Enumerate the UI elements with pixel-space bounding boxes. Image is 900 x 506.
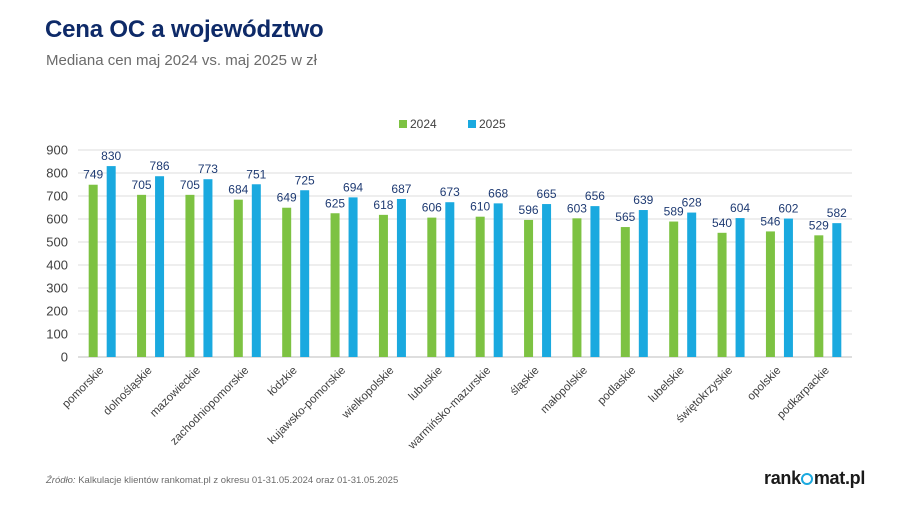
y-tick-label: 200 bbox=[46, 304, 68, 319]
bar-2024-7 bbox=[378, 214, 388, 357]
data-label-2025-7: 687 bbox=[391, 182, 411, 196]
bar-2024-9 bbox=[475, 216, 485, 357]
y-tick-label: 700 bbox=[46, 189, 68, 204]
chart-title: Cena OC a województwo bbox=[45, 16, 324, 43]
bar-2024-4 bbox=[233, 199, 243, 357]
x-category-label: podkarpackie bbox=[775, 365, 832, 422]
bar-2024-14 bbox=[717, 232, 727, 357]
data-label-2025-3: 773 bbox=[198, 162, 218, 176]
bar-2024-8 bbox=[427, 217, 437, 357]
data-label-2025-8: 673 bbox=[440, 185, 460, 199]
data-label-2024-6: 625 bbox=[325, 196, 345, 210]
bar-2024-12 bbox=[620, 227, 630, 357]
x-category-label: dolnośląskie bbox=[101, 365, 154, 418]
bar-2025-7 bbox=[396, 198, 406, 357]
data-label-2025-16: 582 bbox=[827, 206, 847, 220]
bar-2024-1 bbox=[88, 184, 98, 357]
data-label-2025-5: 725 bbox=[295, 173, 315, 187]
data-label-2024-5: 649 bbox=[277, 191, 297, 205]
bar-2025-12 bbox=[638, 210, 648, 357]
x-category-label: podlaskie bbox=[596, 365, 639, 408]
data-label-2025-4: 751 bbox=[246, 167, 266, 181]
legend-swatch-2024 bbox=[399, 120, 407, 128]
data-label-2025-1: 830 bbox=[101, 149, 121, 163]
data-label-2025-13: 628 bbox=[682, 196, 702, 210]
data-label-2025-15: 602 bbox=[778, 202, 798, 216]
data-label-2025-10: 665 bbox=[537, 187, 557, 201]
chart-subtitle: Mediana cen maj 2024 vs. maj 2025 w zł bbox=[46, 52, 317, 69]
data-label-2024-8: 606 bbox=[422, 201, 442, 215]
y-tick-label: 300 bbox=[46, 281, 68, 296]
source-text: Kalkulacje klientów rankomat.pl z okresu… bbox=[75, 475, 399, 486]
data-label-2024-14: 540 bbox=[712, 216, 732, 230]
y-tick-label: 500 bbox=[46, 235, 68, 250]
data-label-2024-2: 705 bbox=[132, 178, 152, 192]
bar-2024-11 bbox=[572, 218, 582, 357]
bar-2024-3 bbox=[185, 194, 195, 357]
data-label-2025-2: 786 bbox=[150, 159, 170, 173]
bar-2025-11 bbox=[590, 206, 600, 357]
bar-2025-8 bbox=[445, 202, 455, 357]
legend-label-2024: 2024 bbox=[410, 117, 437, 131]
bar-2024-16 bbox=[814, 235, 824, 357]
data-label-2024-1: 749 bbox=[83, 168, 103, 182]
x-category-label: łódzkie bbox=[266, 365, 300, 399]
data-label-2025-12: 639 bbox=[633, 193, 653, 207]
bar-2025-14 bbox=[735, 218, 745, 357]
x-category-label: warmińsko-mazurskie bbox=[405, 365, 493, 453]
y-tick-label: 100 bbox=[46, 327, 68, 342]
bar-2025-9 bbox=[493, 203, 503, 357]
data-label-2024-11: 603 bbox=[567, 201, 587, 215]
bar-2024-6 bbox=[330, 213, 340, 357]
data-label-2024-7: 618 bbox=[373, 198, 393, 212]
bar-2025-15 bbox=[783, 218, 793, 357]
y-tick-label: 0 bbox=[61, 350, 68, 365]
y-tick-label: 800 bbox=[46, 166, 68, 181]
data-label-2025-11: 656 bbox=[585, 189, 605, 203]
data-label-2024-3: 705 bbox=[180, 178, 200, 192]
bar-2025-4 bbox=[251, 184, 261, 357]
x-category-label: śląskie bbox=[508, 365, 541, 398]
data-label-2024-9: 610 bbox=[470, 200, 490, 214]
bar-2024-5 bbox=[282, 207, 292, 357]
bar-2025-10 bbox=[542, 204, 552, 357]
y-tick-label: 600 bbox=[46, 212, 68, 227]
bar-2025-5 bbox=[300, 190, 310, 357]
data-label-2025-14: 604 bbox=[730, 201, 750, 215]
bar-2025-13 bbox=[687, 212, 697, 357]
x-category-label: lubuskie bbox=[407, 365, 445, 403]
logo-text-part2: mat.pl bbox=[813, 468, 866, 488]
x-category-label: lubelskie bbox=[647, 365, 687, 405]
y-tick-label: 400 bbox=[46, 258, 68, 273]
x-category-label: pomorskie bbox=[60, 365, 106, 411]
bar-2025-6 bbox=[348, 197, 358, 357]
bar-2024-15 bbox=[765, 231, 775, 357]
data-label-2024-10: 596 bbox=[519, 203, 539, 217]
source-note: Źródło: Kalkulacje klientów rankomat.pl … bbox=[46, 475, 398, 486]
x-category-label: małopolskie bbox=[539, 365, 590, 416]
bar-2025-2 bbox=[155, 176, 165, 357]
y-tick-label: 900 bbox=[46, 143, 68, 158]
logo-ring-icon bbox=[801, 473, 814, 485]
data-label-2024-12: 565 bbox=[615, 210, 635, 224]
x-category-label: opolskie bbox=[745, 365, 783, 403]
bar-2024-10 bbox=[524, 219, 534, 357]
rankomat-logo: rank mat.pl bbox=[764, 468, 865, 489]
data-label-2025-9: 668 bbox=[488, 186, 508, 200]
data-label-2024-15: 546 bbox=[760, 214, 780, 228]
legend-swatch-2025 bbox=[468, 120, 476, 128]
logo-text-part1: rank bbox=[764, 468, 801, 488]
source-label: Źródło: bbox=[46, 475, 76, 486]
data-label-2024-16: 529 bbox=[809, 218, 829, 232]
bar-2024-2 bbox=[137, 194, 147, 357]
data-label-2025-6: 694 bbox=[343, 180, 363, 194]
bar-2024-13 bbox=[669, 221, 679, 357]
data-label-2024-13: 589 bbox=[664, 205, 684, 219]
legend-label-2025: 2025 bbox=[479, 117, 506, 131]
bar-2025-3 bbox=[203, 179, 213, 357]
bar-2025-16 bbox=[832, 223, 842, 357]
data-label-2024-4: 684 bbox=[228, 183, 248, 197]
bar-2025-1 bbox=[106, 166, 116, 357]
